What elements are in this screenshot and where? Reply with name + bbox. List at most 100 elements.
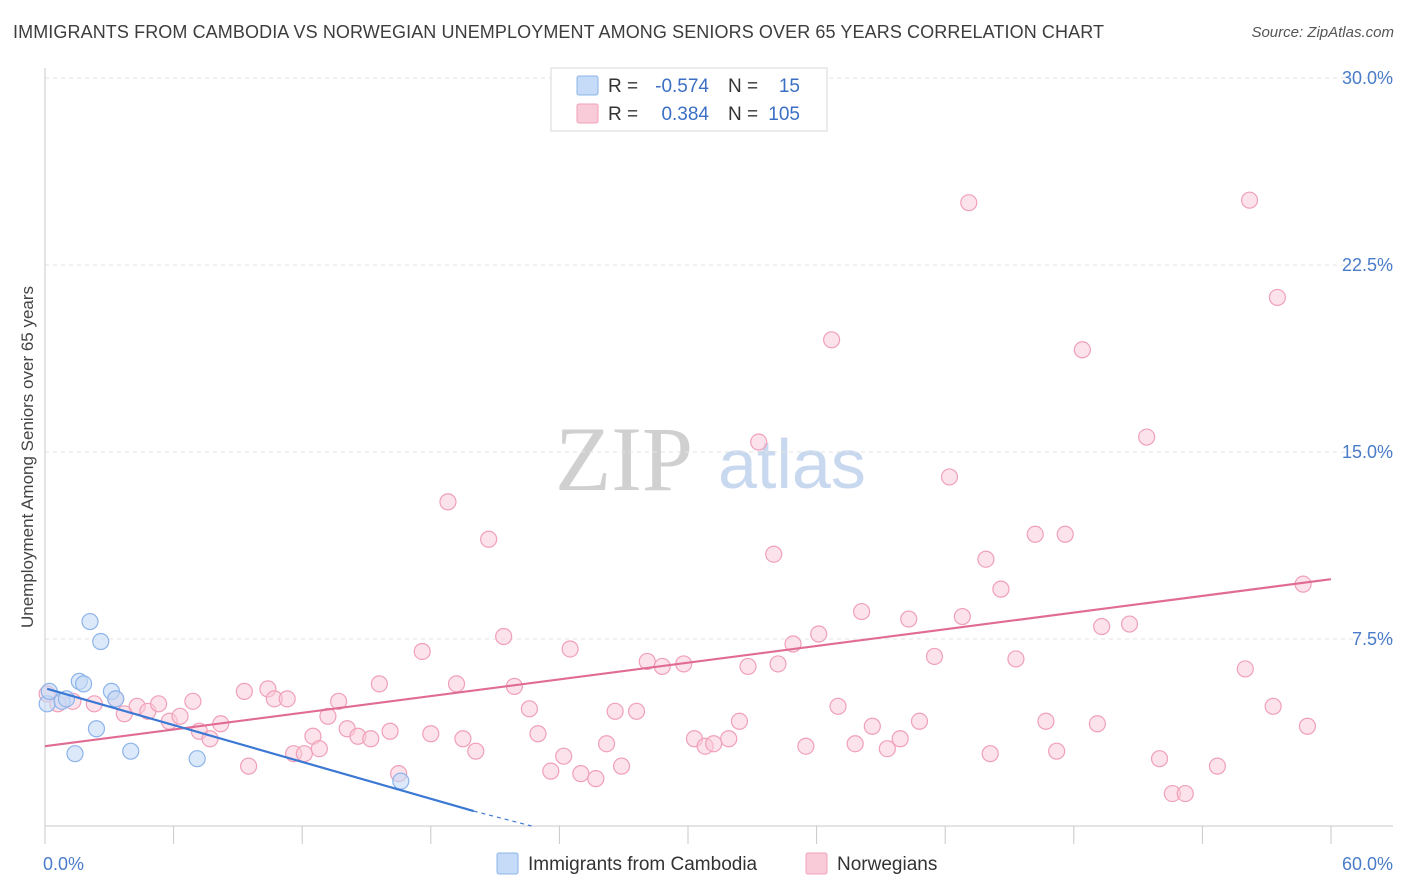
norwegians-point bbox=[823, 331, 841, 349]
cambodia-point bbox=[188, 750, 206, 768]
norwegians-point bbox=[1093, 617, 1111, 636]
norwegians-point bbox=[171, 707, 189, 725]
norwegians-point bbox=[846, 735, 864, 753]
y-tick-label: 15.0% bbox=[1342, 442, 1393, 462]
norwegians-point bbox=[1026, 525, 1044, 543]
norwegians-point bbox=[878, 740, 896, 758]
legend-box: R = -0.574 N = 15 R = 0.384 N = 105 bbox=[550, 67, 828, 132]
norwegians-point bbox=[891, 730, 909, 748]
x-tick-labels: 0.0% 60.0% bbox=[43, 854, 1393, 874]
bottom-legend-label-cambodia: Immigrants from Cambodia bbox=[528, 854, 758, 875]
norwegians-point bbox=[240, 757, 258, 775]
legend-r-value-norwegians: 0.384 bbox=[661, 104, 709, 125]
norwegians-point bbox=[925, 647, 944, 666]
norwegians-point bbox=[422, 725, 440, 743]
norwegians-point bbox=[981, 745, 999, 763]
norwegians-point bbox=[797, 737, 815, 755]
x-tick-label: 60.0% bbox=[1342, 854, 1393, 874]
cambodia-point bbox=[92, 632, 110, 651]
norwegians-point bbox=[900, 610, 918, 628]
norwegians-point bbox=[520, 700, 538, 718]
bottom-legend-swatch-norwegians bbox=[805, 852, 828, 875]
norwegians-point bbox=[1048, 742, 1066, 760]
norwegians-point bbox=[1298, 717, 1317, 735]
legend-swatch-cambodia bbox=[576, 75, 599, 96]
norwegians-point bbox=[1150, 750, 1169, 768]
norwegians-point bbox=[977, 550, 995, 568]
norwegians-point bbox=[992, 580, 1010, 598]
cambodia-point bbox=[81, 612, 99, 631]
norwegians-point bbox=[1176, 784, 1194, 803]
norwegians-point bbox=[454, 730, 472, 748]
norwegians-point bbox=[587, 770, 605, 788]
norwegians-point bbox=[480, 530, 498, 548]
watermark-zip: ZIP bbox=[555, 408, 693, 510]
norwegians-point bbox=[1240, 191, 1259, 209]
norwegians-point bbox=[439, 493, 457, 511]
norwegians-point bbox=[572, 765, 590, 783]
y-tick-label: 22.5% bbox=[1342, 255, 1393, 275]
cambodia-point bbox=[107, 690, 125, 708]
norwegians-point bbox=[739, 657, 757, 676]
norwegians-point bbox=[1236, 660, 1254, 678]
norwegians-point bbox=[627, 702, 646, 720]
legend-r-label-cambodia: R = bbox=[608, 76, 638, 97]
x-tick-label: 0.0% bbox=[43, 854, 84, 874]
cambodia-point bbox=[87, 720, 106, 738]
cambodia-point bbox=[392, 772, 410, 790]
norwegians-point bbox=[1268, 288, 1287, 307]
legend-n-value-cambodia: 15 bbox=[779, 76, 800, 97]
norwegians-point bbox=[853, 602, 871, 621]
norwegians-point bbox=[863, 717, 881, 735]
norwegians-point bbox=[235, 682, 253, 700]
norwegians-point bbox=[295, 745, 313, 763]
cambodia-point bbox=[74, 675, 93, 693]
y-axis-label: Unemployment Among Seniors over 65 years bbox=[18, 286, 37, 628]
norwegians-point bbox=[1073, 341, 1091, 359]
norwegians-point bbox=[555, 747, 573, 765]
norwegians-point bbox=[495, 627, 513, 646]
norwegians-point bbox=[1264, 697, 1282, 715]
cambodia-trend-extension bbox=[473, 810, 532, 827]
legend-n-value-norwegians: 105 bbox=[768, 104, 800, 125]
norwegians-point bbox=[362, 730, 380, 748]
norwegians-point bbox=[310, 740, 328, 758]
norwegians-point bbox=[561, 640, 579, 658]
trend-lines bbox=[44, 578, 1332, 827]
norwegians-point bbox=[720, 730, 738, 748]
bottom-legend-label-norwegians: Norwegians bbox=[837, 854, 937, 875]
norwegians-point bbox=[940, 468, 959, 486]
norwegians-point bbox=[829, 697, 847, 715]
norwegians-trend-line bbox=[44, 578, 1332, 748]
watermark-atlas: atlas bbox=[718, 425, 866, 503]
gridlines bbox=[45, 77, 1393, 640]
norwegians-point bbox=[370, 675, 388, 693]
legend-r-value-cambodia: -0.574 bbox=[655, 76, 709, 97]
norwegians-point bbox=[1056, 525, 1074, 543]
norwegians-point bbox=[413, 642, 431, 661]
norwegians-point bbox=[1208, 757, 1227, 775]
norwegians-point bbox=[447, 675, 466, 693]
norwegians-point bbox=[1138, 428, 1156, 446]
norwegians-point bbox=[750, 433, 768, 451]
norwegians-point bbox=[330, 692, 348, 710]
legend-swatch-norwegians bbox=[576, 103, 599, 124]
norwegians-point bbox=[730, 712, 749, 730]
norwegians-point bbox=[606, 702, 624, 720]
norwegians-point bbox=[765, 545, 783, 563]
source-label: Source: ZipAtlas.com bbox=[1251, 24, 1394, 41]
legend-r-label-norwegians: R = bbox=[608, 104, 638, 125]
norwegians-point bbox=[1037, 712, 1055, 730]
cambodia-trend-line bbox=[46, 687, 474, 813]
norwegians-point bbox=[705, 735, 723, 753]
legend-n-label-norwegians: N = bbox=[728, 104, 758, 125]
norwegians-point bbox=[319, 707, 337, 725]
norwegians-point bbox=[810, 625, 828, 643]
cambodia-point bbox=[122, 742, 140, 760]
legend-n-label-cambodia: N = bbox=[728, 76, 758, 97]
norwegians-point bbox=[381, 722, 399, 740]
y-tick-label: 30.0% bbox=[1342, 68, 1393, 88]
chart-title: IMMIGRANTS FROM CAMBODIA VS NORWEGIAN UN… bbox=[13, 22, 1105, 42]
norwegians-point bbox=[612, 757, 631, 775]
